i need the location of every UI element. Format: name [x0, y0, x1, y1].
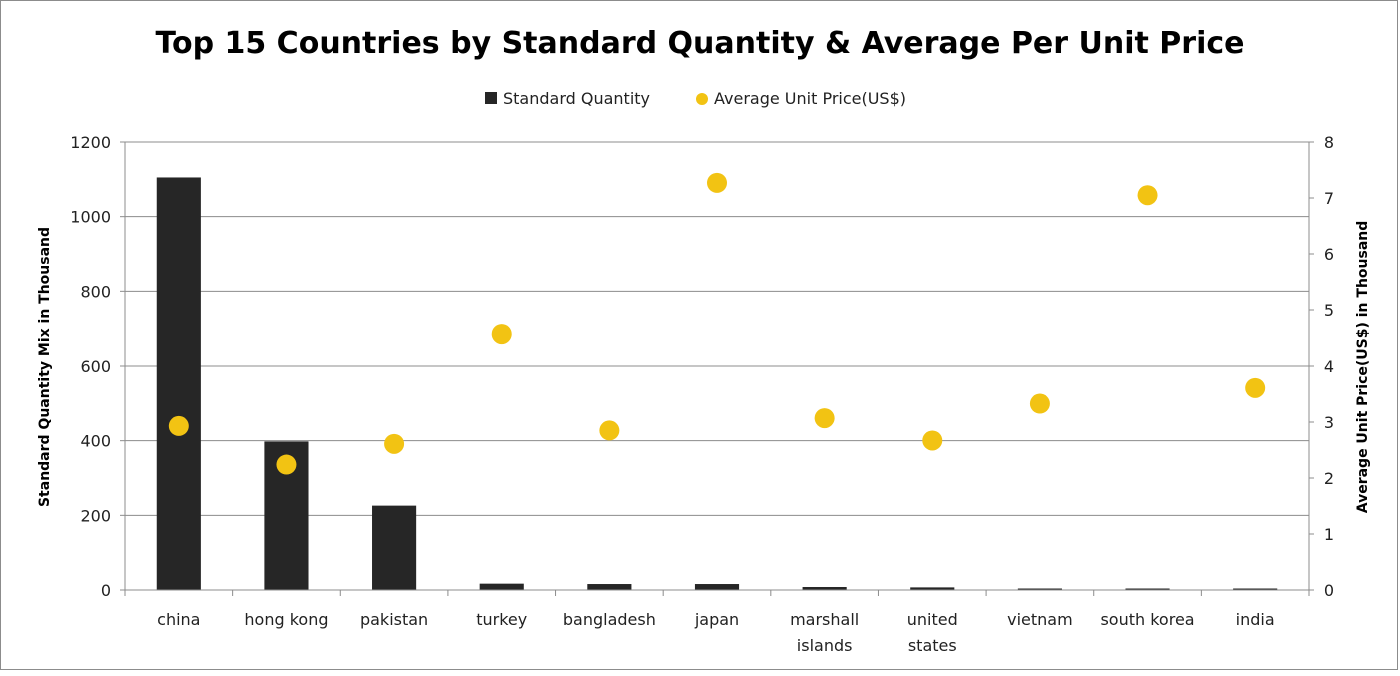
right-tick-label: 1 [1324, 525, 1334, 544]
gridlines [125, 141, 1309, 516]
left-tick-label: 600 [80, 357, 111, 376]
right-tick-label: 8 [1324, 133, 1334, 152]
legend: Standard Quantity Average Unit Price(US$… [485, 89, 906, 108]
scatter-point [168, 415, 189, 436]
bar [1125, 588, 1170, 590]
left-tick-label: 800 [80, 282, 111, 301]
bar [156, 177, 201, 590]
category-label: marshall [790, 610, 859, 629]
category-label: vietnam [1007, 610, 1073, 629]
scatter-point [276, 454, 297, 475]
category-label: japan [694, 610, 739, 629]
left-axis-title: Standard Quantity Mix in Thousand [37, 227, 53, 507]
bar [479, 583, 524, 590]
scatter-point [707, 172, 727, 193]
right-tick-label: 3 [1324, 413, 1334, 432]
left-tick-label: 0 [101, 581, 111, 600]
bar [910, 587, 955, 590]
left-tick-label: 1200 [70, 133, 111, 152]
right-tick-label: 6 [1324, 245, 1334, 264]
scatter-point [922, 430, 943, 451]
scatter-point [599, 420, 620, 441]
left-tick-label: 400 [80, 432, 111, 451]
category-label: hong kong [244, 610, 328, 629]
right-tick-label: 2 [1324, 469, 1334, 488]
bar [1017, 588, 1062, 590]
legend-swatch-standard-quantity [485, 92, 497, 104]
bar [802, 587, 847, 590]
left-axis-ticks: 0 200 400 600 800 1000 1200 [70, 133, 125, 600]
category-label: south korea [1100, 610, 1194, 629]
chart-title: Top 15 Countries by Standard Quantity & … [155, 26, 1244, 61]
bar [372, 505, 417, 590]
bar [694, 584, 740, 590]
bar [1233, 588, 1278, 590]
right-axis-title: Average Unit Price(US$) in Thousand [1355, 221, 1371, 514]
category-label: turkey [476, 610, 527, 629]
right-axis-ticks: 0 1 2 3 4 5 6 7 8 [1309, 133, 1334, 600]
category-label: china [157, 610, 200, 629]
category-label: united [907, 610, 958, 629]
bar [587, 584, 632, 590]
scatter-point [1245, 377, 1266, 398]
legend-swatch-average-unit-price [696, 93, 708, 105]
category-label: islands [797, 636, 853, 655]
left-tick-label: 1000 [70, 208, 111, 227]
legend-label-standard-quantity: Standard Quantity [503, 89, 650, 108]
scatter-point [1137, 185, 1158, 206]
scatter-point [491, 324, 512, 345]
right-tick-label: 0 [1324, 581, 1334, 600]
left-tick-label: 200 [80, 506, 111, 525]
scatter-point [384, 433, 405, 454]
category-labels: china hong kong pakistan turkey bangladesh ja… [157, 610, 1275, 655]
scatter-point [1029, 393, 1050, 414]
bar-series [156, 177, 1278, 590]
scatter-point [814, 408, 835, 429]
right-tick-label: 4 [1324, 357, 1334, 376]
right-tick-label: 5 [1324, 301, 1334, 320]
category-label: pakistan [360, 610, 428, 629]
category-label: india [1236, 610, 1275, 629]
scatter-series [168, 172, 1266, 475]
right-tick-label: 7 [1324, 189, 1334, 208]
legend-label-average-unit-price: Average Unit Price(US$) [714, 89, 906, 108]
category-label: states [908, 636, 957, 655]
category-label: bangladesh [563, 610, 656, 629]
